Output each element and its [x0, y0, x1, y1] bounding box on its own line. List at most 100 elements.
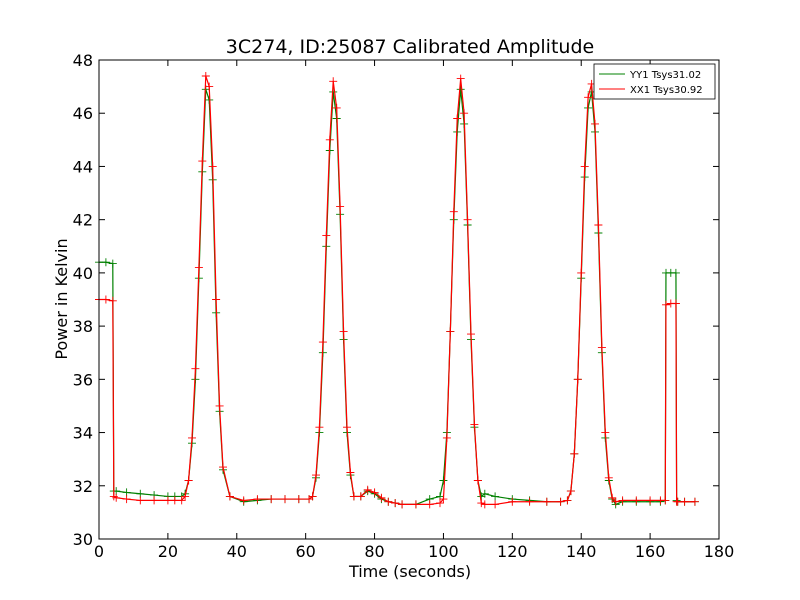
y-axis-label: Power in Kelvin — [52, 238, 71, 359]
x-tick-label: 0 — [94, 542, 104, 561]
data-point — [122, 488, 131, 497]
data-point — [356, 492, 365, 501]
data-point — [453, 114, 462, 123]
data-point — [480, 489, 489, 498]
data-point — [398, 500, 407, 509]
data-point — [491, 500, 500, 509]
data-point — [136, 496, 145, 505]
data-point — [315, 423, 324, 432]
data-point — [594, 221, 603, 229]
data-point — [463, 215, 472, 224]
x-tick-label: 80 — [364, 542, 384, 561]
data-point — [584, 93, 593, 102]
data-point — [201, 72, 210, 80]
data-point — [491, 492, 500, 501]
data-point — [184, 476, 193, 485]
data-point — [346, 468, 355, 477]
data-point — [662, 300, 670, 309]
data-point — [108, 296, 117, 305]
data-point — [318, 338, 327, 347]
y-tick-label: 40 — [73, 264, 93, 283]
x-tick-label: 160 — [635, 542, 666, 561]
data-point — [363, 485, 372, 494]
x-tick-label: 20 — [158, 542, 178, 561]
data-point — [456, 85, 465, 94]
data-point — [212, 295, 221, 304]
data-point — [608, 493, 617, 502]
data-point — [312, 471, 320, 480]
data-point — [632, 496, 641, 505]
data-point — [332, 103, 341, 112]
data-point — [563, 496, 572, 505]
data-point — [673, 497, 682, 506]
data-point — [508, 497, 517, 506]
data-point — [525, 497, 534, 506]
data-point — [436, 499, 444, 508]
data-point — [329, 77, 338, 86]
data-point — [597, 343, 606, 352]
data-point — [680, 497, 689, 506]
data-point — [101, 295, 110, 304]
data-point — [253, 495, 262, 504]
data-point — [446, 327, 455, 336]
data-point — [580, 162, 589, 171]
series-2 — [95, 72, 699, 509]
data-point — [611, 497, 620, 506]
data-point — [150, 496, 159, 505]
legend: YY1 Tsys31.02 XX1 Tsys30.92 — [593, 63, 716, 100]
data-point — [194, 263, 203, 272]
data-point — [646, 496, 655, 505]
x-tick-label: 180 — [704, 542, 735, 561]
plot-frame — [98, 59, 720, 540]
data-point — [566, 487, 575, 496]
data-point — [122, 495, 131, 504]
data-point — [101, 258, 110, 267]
y-tick-label: 30 — [73, 530, 93, 549]
data-point — [591, 119, 599, 128]
y-tick-label: 36 — [73, 370, 93, 389]
data-point — [343, 423, 351, 432]
data-point — [205, 82, 214, 91]
data-point — [377, 493, 386, 502]
data-point — [477, 499, 486, 508]
data-point — [671, 268, 680, 277]
data-point — [177, 496, 186, 505]
data-point — [325, 135, 334, 144]
data-point — [411, 500, 420, 509]
y-tick-label: 48 — [73, 51, 93, 70]
data-point — [294, 495, 303, 504]
data-point — [108, 259, 117, 268]
data-point — [542, 497, 551, 506]
data-point — [618, 496, 627, 505]
data-point — [322, 231, 331, 240]
x-axis-label: Time (seconds) — [348, 562, 471, 581]
data-point — [281, 495, 289, 504]
data-point — [690, 497, 699, 506]
data-point — [439, 476, 448, 485]
x-tick-label: 120 — [497, 542, 528, 561]
data-point — [163, 496, 172, 505]
data-point — [391, 499, 400, 508]
data-point — [473, 476, 482, 485]
chart-title: 3C274, ID:25087 Calibrated Amplitude — [226, 36, 594, 58]
legend-label-yy1: YY1 Tsys31.02 — [629, 70, 701, 81]
data-point — [384, 497, 393, 506]
data-point — [170, 496, 179, 505]
data-point — [470, 420, 479, 429]
y-tick-label: 34 — [73, 424, 93, 443]
legend-label-xx1: XX1 Tsys30.92 — [630, 85, 703, 96]
data-point — [442, 433, 451, 442]
data-point — [460, 109, 469, 118]
ticks-layer: 0 20 40 60 80 100 120 140 160 180 30 32 34 36 38 40 42 44… — [73, 51, 735, 561]
y-tick-label: 42 — [73, 211, 93, 230]
data-point — [570, 449, 579, 458]
data-point — [339, 327, 348, 336]
data-point — [349, 492, 358, 501]
x-tick-label: 40 — [227, 542, 247, 561]
data-point — [181, 492, 190, 501]
y-tick-label: 32 — [73, 477, 93, 496]
data-point — [198, 157, 207, 166]
data-point — [601, 428, 610, 437]
data-point — [577, 268, 586, 277]
data-point — [208, 162, 217, 171]
